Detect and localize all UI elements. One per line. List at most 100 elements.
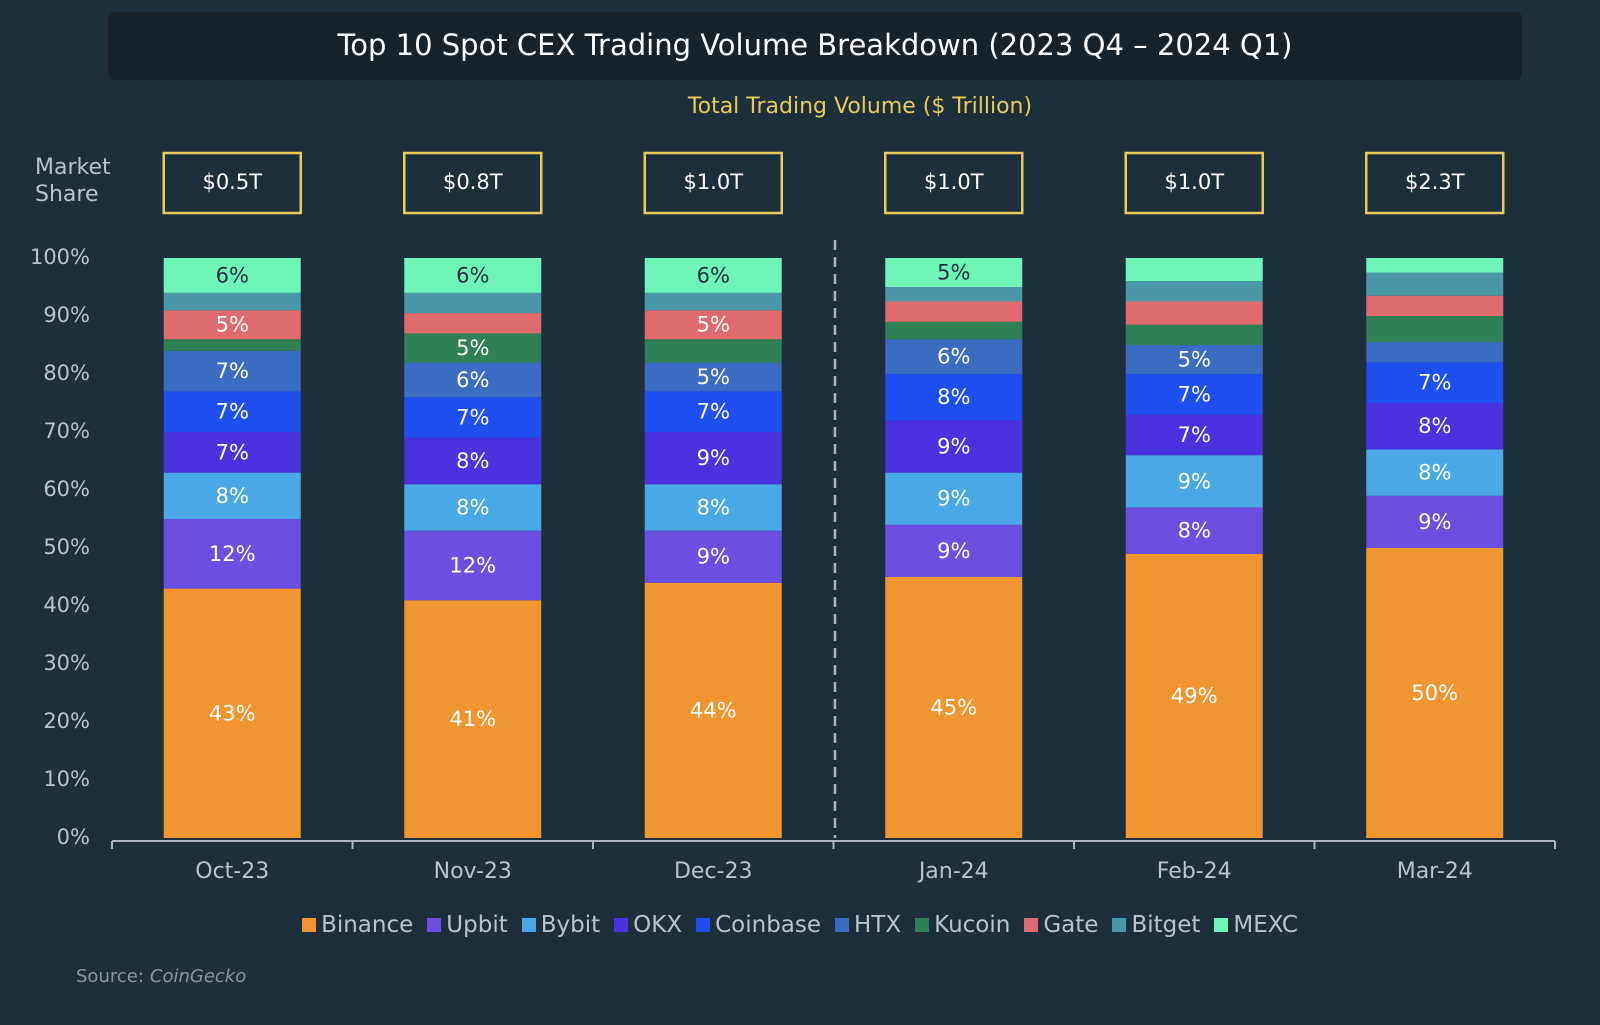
bar-segment [885, 577, 1023, 838]
legend-item: Upbit [427, 912, 508, 938]
bar-segment [644, 530, 782, 583]
bar-segment [404, 437, 542, 485]
bar-segment [644, 484, 782, 531]
value-label: 12% [209, 542, 256, 566]
bar-segment [1366, 449, 1504, 496]
bar-segment [163, 588, 301, 838]
bar-segment [1366, 495, 1504, 548]
value-label: 7% [697, 400, 730, 424]
legend-swatch [835, 918, 850, 932]
legend-label: Gate [1043, 912, 1099, 938]
value-label: 9% [937, 487, 970, 511]
x-tick-label: Feb-24 [1157, 859, 1232, 884]
source: Source: CoinGecko [76, 966, 246, 987]
legend-label: Kucoin [934, 912, 1011, 938]
value-label: 7% [1418, 371, 1451, 395]
bar-segment [1366, 272, 1504, 296]
legend-label: Upbit [446, 912, 508, 938]
bar-segment [1366, 548, 1504, 838]
bar-segment [885, 321, 1023, 340]
x-tick-label: Jan-24 [917, 859, 989, 884]
legend-swatch [696, 918, 711, 932]
bar-segment [1125, 324, 1263, 345]
value-label: 8% [456, 449, 489, 473]
bar-segment [1366, 258, 1504, 273]
y-tick-label: 0% [57, 825, 90, 849]
value-label: 9% [1418, 510, 1451, 534]
bar-segment [644, 391, 782, 432]
bar-segment [404, 397, 542, 438]
bar-segment [1125, 414, 1263, 456]
bar-segment [885, 374, 1023, 421]
y-tick-label: 90% [43, 303, 90, 327]
bar-segment [1366, 295, 1504, 316]
total-box [403, 151, 543, 215]
bar-segment [1125, 258, 1263, 282]
value-label: 44% [690, 698, 737, 722]
total-box [884, 151, 1024, 215]
bar-segment [885, 301, 1023, 322]
value-label: 8% [1418, 461, 1451, 485]
value-label: 8% [1418, 414, 1451, 438]
bar-segment [163, 310, 301, 340]
legend-label: HTX [854, 912, 902, 938]
legend-swatch [302, 918, 317, 932]
value-label: 6% [456, 263, 489, 287]
legend-item: HTX [835, 912, 901, 938]
legend-swatch [1024, 918, 1039, 932]
legend-label: Coinbase [715, 912, 822, 938]
value-label: 9% [937, 539, 970, 563]
value-label: 12% [449, 553, 496, 577]
bar-segment [163, 519, 301, 589]
bar-segment [885, 524, 1023, 577]
total-box [162, 151, 302, 215]
bar-segment [163, 339, 301, 351]
legend-swatch [1214, 918, 1229, 932]
x-tick-label: Dec-23 [674, 859, 753, 884]
bar-segment [404, 600, 542, 838]
value-label: 6% [937, 345, 970, 369]
bar-segment [404, 313, 542, 334]
legend-item: MEXC [1214, 912, 1298, 938]
y-tick-label: 10% [43, 767, 90, 791]
total-label: $0.8T [443, 170, 503, 194]
x-tick-label: Oct-23 [195, 859, 269, 884]
legend-item: Gate [1024, 912, 1098, 938]
title-bar [108, 12, 1522, 80]
chart-title: Top 10 Spot CEX Trading Volume Breakdown… [337, 28, 1293, 62]
legend-item: Binance [302, 912, 413, 938]
legend-label: MEXC [1233, 912, 1298, 938]
bar-segment [1366, 403, 1504, 450]
bar-segment [644, 339, 782, 363]
value-label: 45% [930, 696, 977, 720]
bar-segment [404, 362, 542, 398]
legend-swatch [1112, 918, 1127, 932]
bar-segment [644, 432, 782, 485]
bar-segment [404, 484, 542, 531]
legend-label: OKX [633, 912, 683, 938]
y-tick-label: 30% [43, 651, 90, 675]
y-tick-label: 70% [43, 419, 90, 443]
value-label: 6% [456, 368, 489, 392]
value-label: 7% [216, 400, 249, 424]
bar-segment [163, 292, 301, 311]
legend-swatch [521, 918, 536, 932]
total-label: $1.0T [924, 170, 984, 194]
value-label: 8% [1178, 519, 1211, 543]
y-tick-label: 20% [43, 709, 90, 733]
bar-segment [1366, 362, 1504, 403]
total-label: $0.5T [202, 170, 262, 194]
legend: Binance Upbit Bybit OKX Coinbase HTX Kucoin Gat… [0, 912, 1600, 938]
total-box [643, 151, 783, 215]
value-label: 8% [697, 495, 730, 519]
x-tick-label: Nov-23 [434, 859, 512, 884]
value-label: 7% [456, 406, 489, 430]
bar-segment [1125, 507, 1263, 554]
bar-segment [163, 350, 301, 392]
bar-segment [885, 472, 1023, 525]
value-label: 9% [937, 435, 970, 459]
bar-segment [404, 292, 542, 314]
bar-segment [404, 530, 542, 601]
